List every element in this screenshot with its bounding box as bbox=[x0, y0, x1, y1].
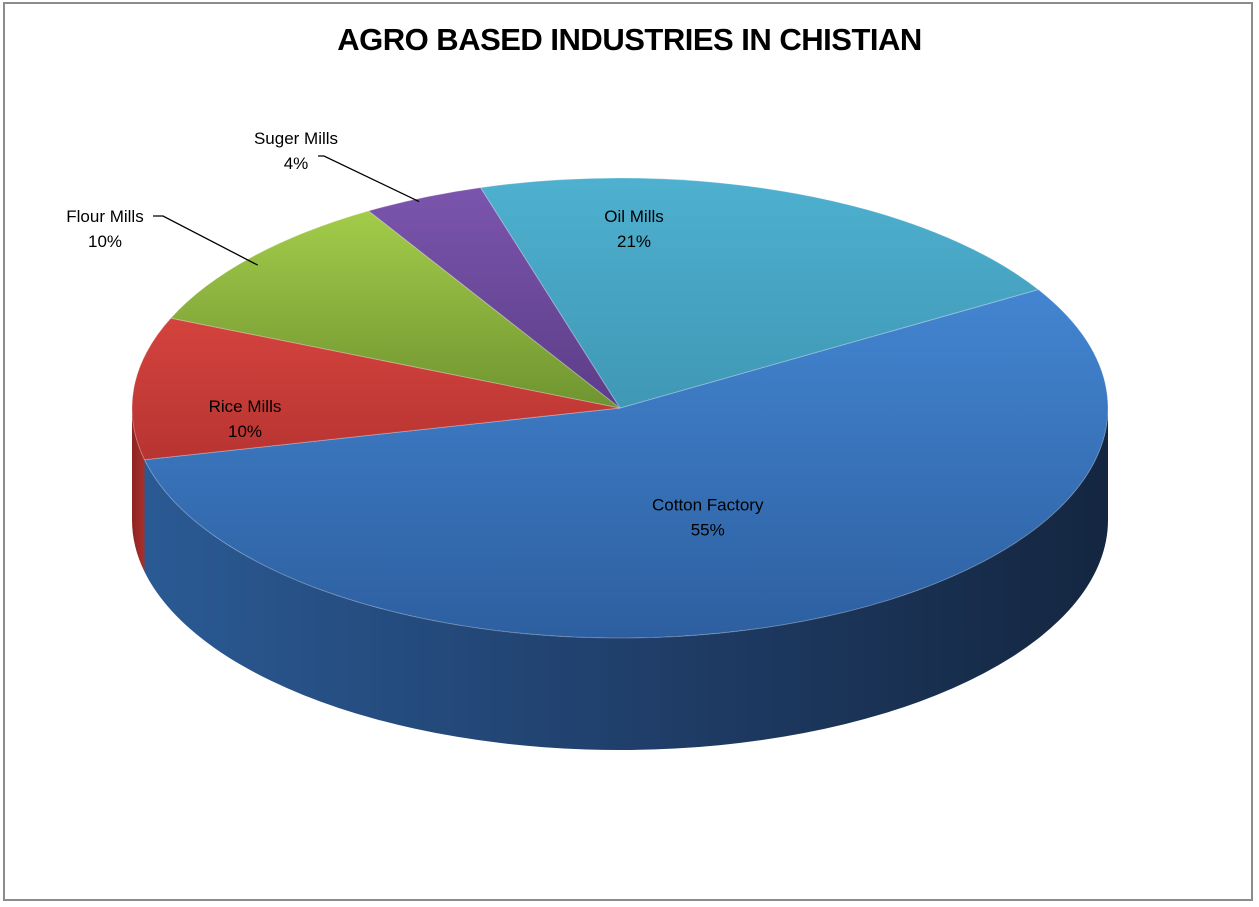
slice-side-rice-mills bbox=[132, 408, 145, 572]
data-label-category: Cotton Factory bbox=[652, 495, 764, 514]
data-label-category: Suger Mills bbox=[254, 129, 338, 148]
data-label-percent: 55% bbox=[691, 520, 725, 539]
data-label-oil-mills: Oil Mills 21% bbox=[604, 207, 664, 251]
slice-rice-mills bbox=[131, 317, 621, 461]
slice-cotton-factory bbox=[143, 288, 1109, 639]
data-label-cotton-factory: Cotton Factory 55% bbox=[652, 495, 764, 539]
data-label-percent: 4% bbox=[284, 154, 309, 173]
leader-line-flour-mills bbox=[153, 215, 259, 266]
data-label-category: Rice Mills bbox=[209, 397, 282, 416]
slice-suger-mills bbox=[367, 187, 621, 409]
data-label-percent: 10% bbox=[228, 422, 262, 441]
data-label-suger-mills: Suger Mills 4% bbox=[254, 129, 338, 173]
data-label-category: Flour Mills bbox=[66, 207, 143, 226]
data-label-category: Oil Mills bbox=[604, 207, 664, 226]
slice-side-cotton-factory bbox=[144, 408, 1108, 750]
data-label-percent: 10% bbox=[88, 232, 122, 251]
data-label-flour-mills: Flour Mills 10% bbox=[66, 207, 143, 251]
data-label-rice-mills: Rice Mills 10% bbox=[209, 397, 282, 441]
data-label-percent: 21% bbox=[617, 232, 651, 251]
leader-line-suger-mills bbox=[318, 155, 420, 203]
slice-oil-mills bbox=[479, 177, 1040, 409]
chart-title: AGRO BASED INDUSTRIES IN CHISTIAN bbox=[337, 22, 922, 57]
slice-flour-mills bbox=[169, 210, 621, 409]
